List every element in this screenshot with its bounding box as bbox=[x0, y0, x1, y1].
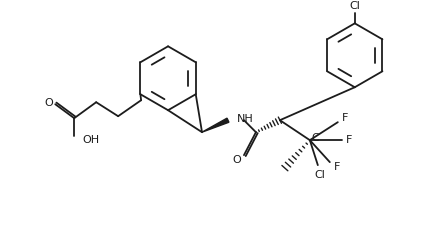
Text: F: F bbox=[334, 162, 340, 172]
Polygon shape bbox=[202, 118, 229, 132]
Text: F: F bbox=[341, 113, 348, 123]
Text: F: F bbox=[346, 135, 352, 145]
Text: O: O bbox=[44, 98, 53, 108]
Text: O: O bbox=[233, 155, 241, 165]
Text: Cl: Cl bbox=[314, 170, 325, 180]
Text: NH: NH bbox=[237, 114, 254, 124]
Text: OH: OH bbox=[82, 135, 99, 145]
Text: C: C bbox=[311, 133, 319, 143]
Text: Cl: Cl bbox=[349, 1, 360, 11]
